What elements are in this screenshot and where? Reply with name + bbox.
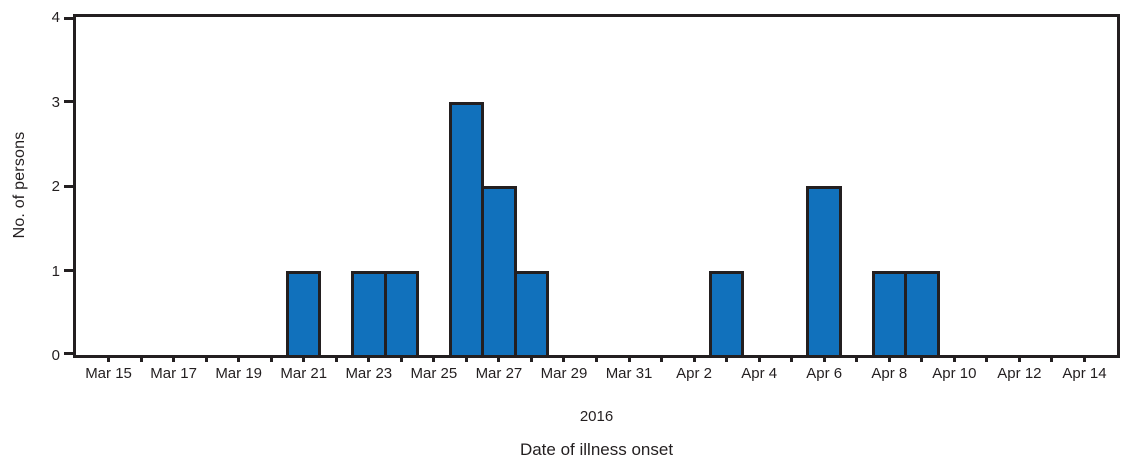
x-axis-tick (627, 355, 631, 362)
bar-mar-23 (351, 270, 387, 355)
plot-area: 0 1 2 3 4 Mar 15 Mar 17 Mar 19 Mar 21 Mar 23 Mar 2… (52, 10, 1120, 382)
x-axis-tick-label: Apr 14 (1062, 365, 1107, 382)
x-axis-tick (1017, 355, 1021, 362)
x-axis-year-label: 2016 (579, 408, 614, 425)
bar-mar-21 (285, 270, 322, 355)
x-axis-tick (692, 355, 696, 362)
bar-mar-27 (481, 186, 517, 355)
x-axis-tick-label: Mar 31 (605, 365, 653, 382)
x-axis-tick-label: Mar 21 (280, 365, 328, 382)
x-axis-tick (204, 355, 208, 362)
y-axis-tick-label: 3 (51, 93, 60, 111)
x-axis-tick-label: Mar 17 (150, 365, 197, 382)
x-axis-tick (887, 355, 891, 362)
x-axis-tick (952, 355, 956, 362)
x-axis-tick (595, 355, 598, 362)
x-axis-tick-label: Mar 23 (345, 365, 393, 382)
bar-apr-3 (708, 270, 745, 355)
y-axis-tick (64, 17, 73, 20)
x-axis-tick-label: Mar 25 (410, 365, 458, 382)
x-axis-tick (757, 355, 761, 362)
x-axis-tick-label: Apr 2 (676, 365, 713, 382)
x-axis-tick (562, 355, 566, 362)
x-axis-tick (367, 355, 371, 362)
x-axis-tick (497, 355, 501, 362)
x-axis-tick (1082, 355, 1086, 362)
x-axis-tick (334, 355, 338, 362)
x-axis-tick (985, 355, 989, 362)
x-axis-tick-label: Apr 6 (806, 365, 843, 382)
x-axis-tick (920, 355, 924, 362)
x-axis-tick (237, 355, 241, 362)
x-axis-tick-label: Apr 4 (741, 365, 778, 382)
x-axis-tick (172, 355, 176, 362)
x-axis-tick (302, 355, 306, 362)
y-axis-tick (64, 269, 73, 272)
x-axis-tick (855, 355, 859, 362)
y-axis-tick-label: 4 (51, 9, 60, 26)
x-axis-tick-label: Mar 19 (215, 365, 262, 382)
x-axis-tick (1050, 355, 1054, 362)
x-axis-title: Date of illness onset (519, 440, 674, 459)
x-axis-tick (139, 355, 143, 362)
x-axis-tick (725, 355, 729, 362)
y-axis-tick-label: 0 (51, 347, 60, 364)
x-axis-tick (822, 355, 826, 362)
y-axis-tick (64, 100, 73, 103)
bar-mar-28 (513, 270, 550, 355)
bar-mar-24 (383, 270, 420, 355)
x-axis-tick (790, 355, 794, 362)
x-axis-tick-label: Apr 8 (871, 365, 908, 382)
bar-apr-8 (871, 270, 908, 355)
x-axis-tick-label: Mar 27 (475, 365, 523, 382)
x-axis-tick (399, 355, 403, 362)
x-axis-tick (269, 355, 273, 362)
x-axis-tick-label: Apr 10 (932, 365, 977, 382)
y-axis-tick (64, 184, 73, 188)
y-axis-tick-label: 2 (51, 178, 60, 195)
x-axis-tick (432, 355, 436, 362)
x-axis-tick-label: Apr 12 (997, 365, 1042, 382)
x-axis-tick-label: Mar 29 (540, 365, 588, 382)
y-axis-tick-label: 1 (51, 262, 60, 280)
x-axis-tick (660, 355, 664, 362)
x-axis-tick (107, 355, 111, 362)
x-axis-tick (464, 355, 468, 362)
x-axis-tick-label: Mar 15 (85, 365, 132, 382)
bar-apr-9 (904, 270, 940, 355)
y-axis-tick (64, 352, 73, 355)
bar-mar-26 (448, 101, 485, 355)
x-axis-tick (529, 355, 533, 362)
bar-apr-6 (806, 186, 842, 355)
